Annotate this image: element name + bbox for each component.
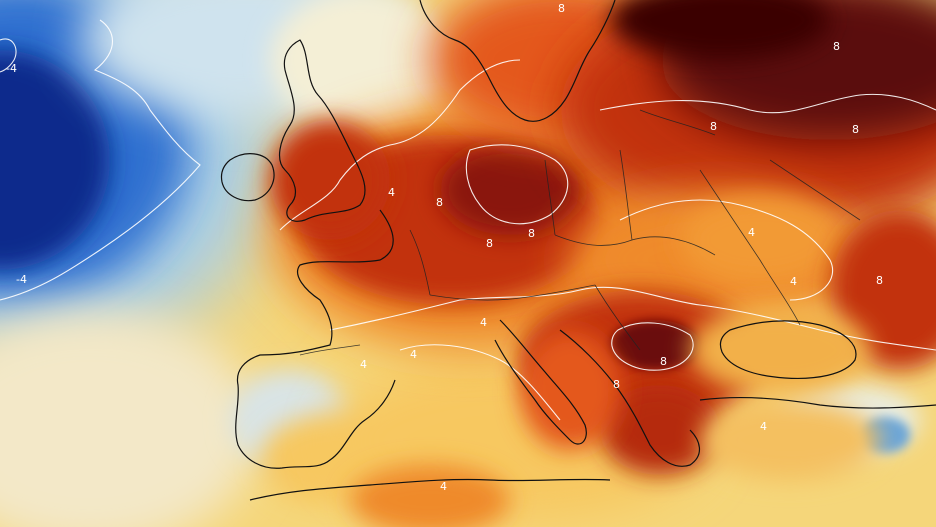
contour-label: 4 <box>760 420 767 433</box>
field-atlantic-deep-cold <box>0 50 110 270</box>
coast-scandinavia <box>419 0 616 122</box>
field-germany-extreme <box>440 145 580 235</box>
contour-label: 8 <box>710 120 717 133</box>
contour-label: 8 <box>660 355 667 368</box>
contour-label: 8 <box>436 196 443 209</box>
contour-balkans-8 <box>611 322 694 371</box>
contour-med-4 <box>399 344 561 421</box>
field-northeast-darkest <box>610 0 830 60</box>
contour-north-minus4 <box>0 38 17 73</box>
border-germany-poland <box>544 159 556 236</box>
contour-label: 8 <box>833 40 840 53</box>
coast-italy <box>494 319 587 445</box>
border-france-germany <box>409 229 431 296</box>
field-britain-hot <box>270 120 390 240</box>
contour-germany-8 <box>465 144 569 225</box>
contour-label: 4 <box>388 186 395 199</box>
field-italy-hot <box>520 330 620 450</box>
contour-label: 4 <box>790 275 797 288</box>
contour-central-4 <box>279 59 521 231</box>
coast-continent-west <box>235 209 396 469</box>
contour-label: 8 <box>876 274 883 287</box>
field-north-cool-2 <box>270 0 450 130</box>
contour-south-4 <box>329 286 936 351</box>
contour-labels: 8 8 8 8 8 8 8 8 8 8 4 4 4 4 4 4 4 4 -4 -… <box>6 2 883 493</box>
coast-turkey <box>699 396 936 409</box>
contour-label: 8 <box>486 237 493 250</box>
contour-label: 4 <box>360 358 367 371</box>
coast-balkans <box>559 329 700 467</box>
contour-label: 8 <box>528 227 535 240</box>
border-baltic <box>639 109 716 136</box>
field-black-sea <box>690 305 870 395</box>
coast-ireland <box>220 153 275 202</box>
coast-black-sea <box>719 320 857 380</box>
contour-label: 4 <box>748 226 755 239</box>
coast-britain <box>278 39 366 222</box>
field-balkans-extreme <box>610 320 700 370</box>
contour-label: -4 <box>6 62 17 75</box>
isotherm-contours <box>0 19 936 421</box>
border-balkans <box>594 284 641 351</box>
contour-label: 8 <box>852 123 859 136</box>
contour-east-8 <box>599 93 936 114</box>
contour-atlantic-minus4 <box>0 19 201 301</box>
contour-label: 8 <box>558 2 565 15</box>
border-spain-france <box>299 344 361 356</box>
contour-label: 4 <box>440 480 447 493</box>
country-borders <box>299 109 861 356</box>
field-ukraine-orange <box>680 195 840 285</box>
contour-ukraine-4 <box>619 199 833 301</box>
coastlines <box>220 0 936 501</box>
border-ukraine <box>699 169 801 326</box>
border-poland-east <box>619 149 633 241</box>
field-turkey <box>700 400 880 480</box>
border-central-east <box>554 234 716 256</box>
field-southwest-light <box>0 310 260 527</box>
contour-label: 4 <box>410 348 417 361</box>
border-alps <box>429 284 596 301</box>
contour-label: 4 <box>480 316 487 329</box>
coast-north-africa <box>249 478 611 501</box>
contour-label: -4 <box>16 273 27 286</box>
border-east-russia <box>769 159 861 221</box>
field-north-africa <box>350 465 510 527</box>
contour-label: 8 <box>613 378 620 391</box>
